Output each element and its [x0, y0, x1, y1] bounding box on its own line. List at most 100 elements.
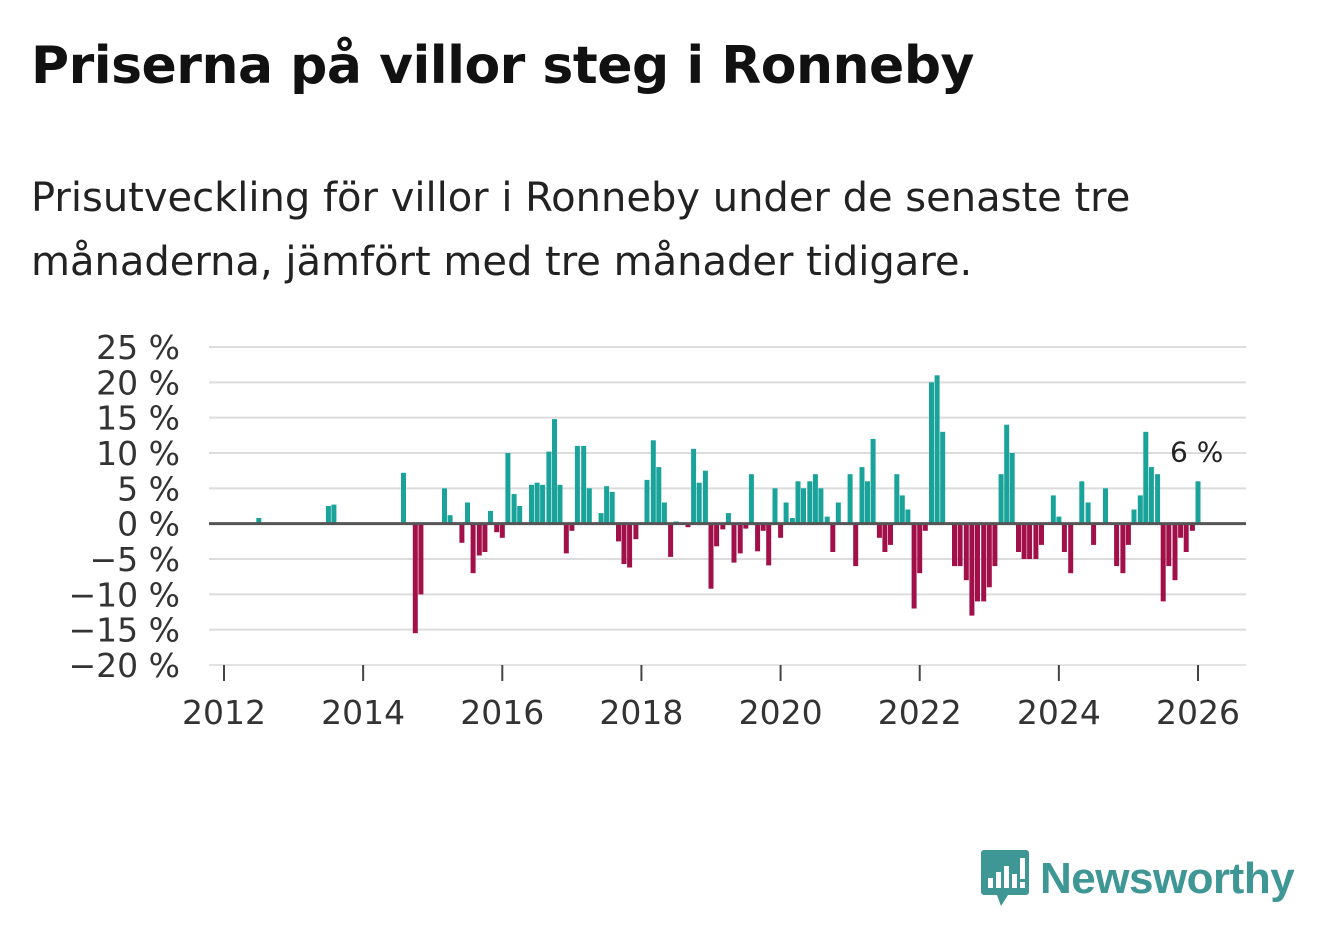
bar [760, 523, 766, 531]
bar [1027, 523, 1033, 559]
bar [981, 523, 987, 602]
bar [540, 484, 546, 524]
bar [511, 494, 517, 524]
bar [847, 474, 853, 524]
bar [975, 523, 980, 602]
bar [876, 523, 882, 538]
bar [586, 488, 592, 524]
bar [801, 488, 806, 524]
bar [1009, 453, 1015, 524]
bar [934, 375, 940, 524]
bar [546, 451, 552, 524]
bar [963, 523, 969, 581]
bar [1131, 509, 1137, 524]
bar [1016, 523, 1021, 552]
bar [534, 482, 540, 524]
bar [1004, 424, 1010, 524]
bar [1085, 502, 1091, 524]
bar [627, 523, 633, 568]
bar [325, 506, 331, 524]
y-axis: 25 %20 %15 %10 %5 %0 %−5 %−10 %−15 %−20 … [69, 328, 181, 685]
bar [720, 523, 726, 530]
bar [447, 515, 453, 524]
bar [1172, 523, 1178, 581]
bar [737, 523, 743, 554]
bar [1068, 523, 1074, 574]
bar [476, 523, 482, 556]
newsworthy-logo: Newsworthy [980, 848, 1295, 910]
bar [499, 523, 505, 538]
bar [517, 506, 523, 524]
bar [812, 474, 818, 524]
newsworthy-logo-text: Newsworthy [1040, 854, 1295, 903]
bar [766, 523, 772, 566]
bar [911, 523, 917, 609]
bar [1114, 523, 1120, 567]
bar [1160, 523, 1166, 602]
bar [1091, 523, 1097, 545]
x-tick-label: 2022 [878, 693, 962, 732]
bar [708, 523, 714, 589]
bar [668, 523, 674, 557]
bar [1079, 481, 1085, 524]
bar [505, 453, 511, 524]
bar [1155, 474, 1161, 524]
bar [616, 523, 621, 542]
bar [795, 481, 801, 524]
bar [899, 495, 905, 524]
x-tick-label: 2020 [739, 693, 823, 732]
y-tick-label: −20 % [69, 646, 181, 685]
newsworthy-logo-icon [981, 850, 1029, 906]
bar [1033, 523, 1039, 559]
bar [1148, 467, 1154, 524]
y-tick-label: 20 % [96, 363, 180, 402]
bar [702, 470, 708, 524]
bar [1050, 495, 1056, 524]
bar [998, 474, 1004, 524]
bar [835, 502, 841, 524]
bar [1195, 481, 1201, 524]
x-tick-label: 2012 [182, 693, 266, 732]
x-tick-label: 2018 [599, 693, 683, 732]
bar [1178, 523, 1184, 538]
last-value-annotation: 6 % [1170, 435, 1223, 468]
bar [609, 491, 615, 524]
x-axis: 2012 2014 2016 2018 2020 2022 2024 2026 [182, 665, 1240, 732]
bar [488, 510, 493, 524]
x-tick-label: 2014 [321, 693, 405, 732]
bar [1056, 516, 1062, 524]
bar [557, 484, 563, 524]
bar-chart: 25 %20 %15 %10 %5 %0 %−5 %−10 %−15 %−20 … [69, 328, 1246, 732]
bar [598, 513, 604, 524]
bar [401, 472, 406, 524]
bar [691, 448, 697, 524]
bar [824, 516, 830, 524]
bar [529, 484, 534, 524]
bar [748, 474, 754, 524]
bar [1103, 488, 1108, 524]
bar [929, 382, 934, 524]
y-tick-label: 5 % [117, 469, 180, 508]
x-tick-label: 2026 [1156, 693, 1240, 732]
bar [581, 445, 587, 524]
bar [569, 523, 575, 531]
bar [1183, 523, 1189, 552]
bar [1137, 495, 1143, 524]
bar [1143, 431, 1149, 524]
bar [772, 488, 778, 524]
bar [917, 523, 923, 574]
bar [696, 482, 702, 524]
bar [418, 523, 424, 595]
bar [853, 523, 859, 567]
bar [1189, 523, 1195, 531]
bar [952, 523, 957, 567]
bar [442, 488, 447, 524]
bar [563, 523, 569, 554]
bars [256, 375, 1201, 634]
bar [412, 523, 418, 634]
bar [969, 523, 975, 616]
bar [882, 523, 888, 552]
bar [731, 523, 737, 563]
bar [1125, 523, 1131, 545]
bar [494, 523, 500, 533]
